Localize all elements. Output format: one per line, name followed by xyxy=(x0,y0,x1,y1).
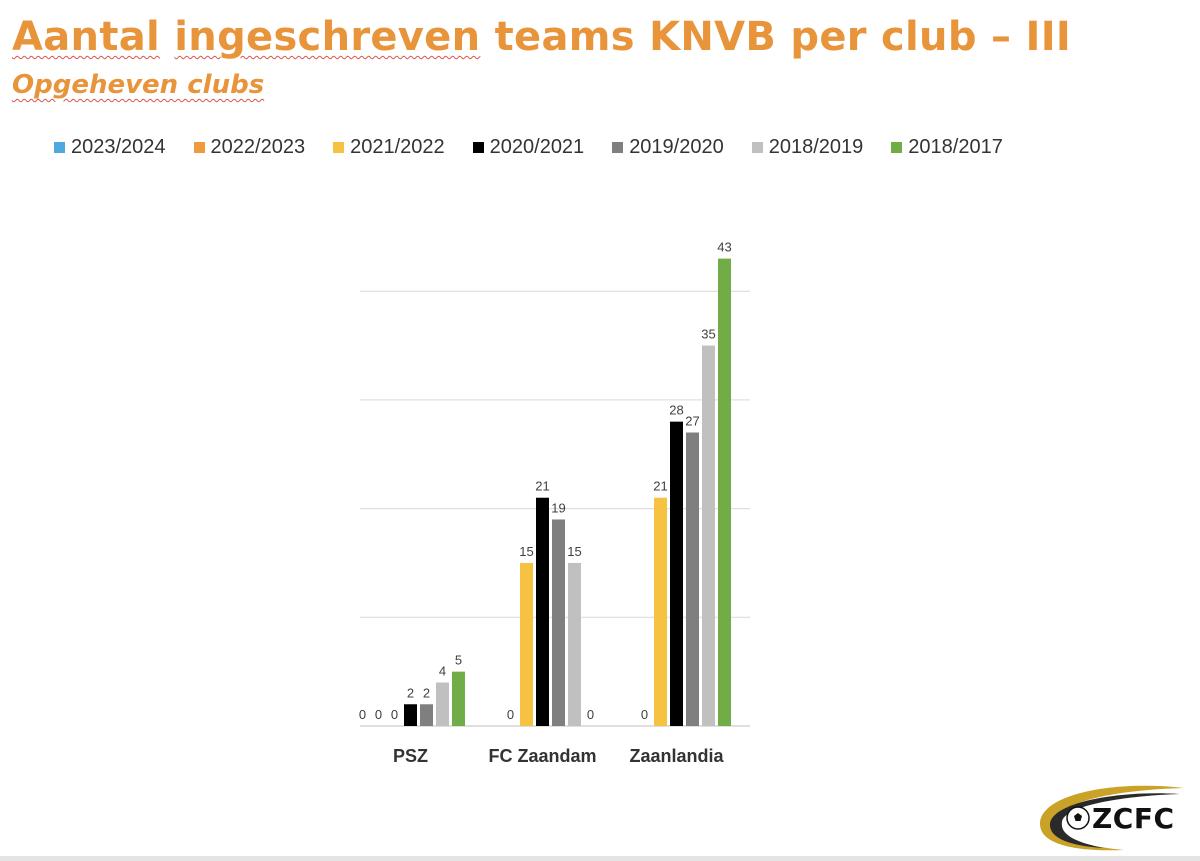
data-label: 2 xyxy=(423,685,430,700)
legend-item: 2020/2021 xyxy=(472,136,585,159)
title-rest: teams KNVB per club – III xyxy=(494,14,1072,60)
data-label: 2 xyxy=(407,685,414,700)
bar xyxy=(452,671,465,726)
legend-item: 2019/2020 xyxy=(612,136,724,159)
category-label: Zaanlandia xyxy=(629,746,724,766)
category-label: PSZ xyxy=(393,746,428,766)
legend-item: 2018/2017 xyxy=(891,136,1003,159)
legend-label: 2018/2017 xyxy=(908,136,1003,158)
data-label: 27 xyxy=(685,414,699,429)
legend-swatch xyxy=(333,142,345,153)
bar xyxy=(436,682,449,726)
bar xyxy=(718,258,731,726)
legend-item: 2023/2024 xyxy=(54,136,166,159)
legend-item: 2022/2023 xyxy=(193,136,306,159)
data-label: 35 xyxy=(701,327,715,342)
data-label: 0 xyxy=(375,707,382,722)
data-label: 15 xyxy=(567,544,581,559)
bar xyxy=(670,421,683,726)
bar xyxy=(536,497,549,726)
legend-swatch xyxy=(193,142,205,153)
legend-swatch xyxy=(751,142,763,153)
chart-legend: 2023/2024 2022/2023 2021/2022 2020/2021 2019… xyxy=(54,136,1031,159)
data-label: 0 xyxy=(587,707,594,722)
legend-label: 2019/2020 xyxy=(629,136,724,158)
subtitle-text: Opgeheven clubs xyxy=(12,70,265,100)
data-label: 0 xyxy=(641,707,648,722)
category-label: FC Zaandam xyxy=(488,746,596,766)
logo-swoosh xyxy=(1040,785,1184,851)
bottom-divider xyxy=(0,856,1200,861)
legend-swatch xyxy=(612,142,624,153)
data-label: 5 xyxy=(455,653,462,668)
bar xyxy=(520,562,533,726)
data-label: 0 xyxy=(391,707,398,722)
legend-item: 2018/2019 xyxy=(751,136,864,159)
bar xyxy=(702,345,715,726)
legend-swatch xyxy=(472,142,484,153)
data-label: 0 xyxy=(507,707,514,722)
slide-subtitle: Opgeheven clubs xyxy=(12,70,264,100)
data-label: 19 xyxy=(551,500,565,515)
data-label: 28 xyxy=(669,403,683,418)
legend-swatch xyxy=(891,142,903,153)
data-label: 4 xyxy=(439,664,446,679)
data-label: 0 xyxy=(359,707,366,722)
soccer-ball-icon xyxy=(1066,806,1090,830)
bar xyxy=(404,704,417,726)
legend-label: 2022/2023 xyxy=(210,136,306,158)
title-word-ingeschreven: ingeschreven xyxy=(174,14,481,60)
legend-item: 2021/2022 xyxy=(333,136,445,159)
slide-title: Aantal ingeschreven teams KNVB per club … xyxy=(12,14,1071,60)
title-word-aantal: Aantal xyxy=(12,14,161,60)
data-label: 15 xyxy=(519,544,533,559)
legend-label: 2018/2019 xyxy=(768,136,864,158)
data-label: 21 xyxy=(653,479,667,494)
bar xyxy=(686,432,699,726)
bar xyxy=(552,519,565,726)
legend-label: 2021/2022 xyxy=(350,136,445,158)
legend-label: 2023/2024 xyxy=(71,136,166,158)
logo-text: ZCFC xyxy=(1092,802,1175,835)
legend-label: 2020/2021 xyxy=(489,136,585,158)
data-label: 21 xyxy=(535,479,549,494)
legend-swatch xyxy=(54,142,65,153)
zcfc-logo: ZCFC xyxy=(1034,780,1184,854)
bar xyxy=(420,704,433,726)
bar xyxy=(568,562,581,726)
bar xyxy=(654,497,667,726)
data-label: 43 xyxy=(717,240,731,255)
